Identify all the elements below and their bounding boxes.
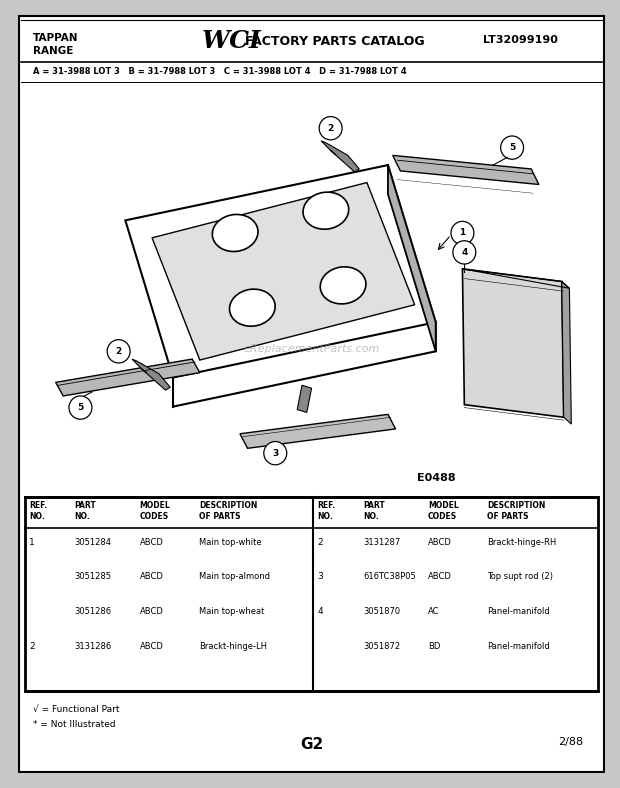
Polygon shape (152, 183, 415, 360)
Text: MODEL
CODES: MODEL CODES (140, 500, 170, 521)
Text: Main top-almond: Main top-almond (199, 572, 270, 582)
Circle shape (264, 441, 286, 465)
Polygon shape (56, 359, 200, 396)
Text: RANGE: RANGE (33, 46, 73, 56)
Text: 3131286: 3131286 (75, 642, 112, 652)
Polygon shape (392, 155, 539, 184)
Text: 3051870: 3051870 (363, 608, 401, 616)
Polygon shape (562, 281, 571, 424)
Ellipse shape (229, 289, 275, 326)
Text: 1: 1 (459, 229, 466, 237)
Circle shape (319, 117, 342, 139)
Text: TAPPAN: TAPPAN (33, 33, 78, 43)
Text: 2: 2 (327, 124, 334, 132)
Text: 4: 4 (461, 248, 467, 257)
Text: 2/88: 2/88 (559, 738, 583, 747)
Polygon shape (463, 269, 564, 418)
Text: 4: 4 (317, 608, 323, 616)
Text: DESCRIPTION
OF PARTS: DESCRIPTION OF PARTS (199, 500, 257, 521)
Circle shape (69, 396, 92, 419)
Text: BD: BD (428, 642, 440, 652)
Text: ABCD: ABCD (140, 572, 164, 582)
Text: G2: G2 (300, 738, 323, 753)
Text: 5: 5 (78, 403, 84, 412)
Text: Panel-manifold: Panel-manifold (487, 642, 550, 652)
Text: 1: 1 (29, 537, 35, 547)
Text: Panel-manifold: Panel-manifold (487, 608, 550, 616)
Text: PART
NO.: PART NO. (75, 500, 97, 521)
Text: FACTORY PARTS CATALOG: FACTORY PARTS CATALOG (245, 35, 424, 48)
Text: 2: 2 (317, 537, 323, 547)
Polygon shape (125, 165, 436, 377)
Text: ABCD: ABCD (140, 608, 164, 616)
Circle shape (453, 241, 476, 264)
Ellipse shape (303, 192, 348, 229)
Ellipse shape (212, 214, 258, 251)
Text: 2: 2 (115, 347, 122, 356)
Text: 3051285: 3051285 (75, 572, 112, 582)
Text: 3051286: 3051286 (75, 608, 112, 616)
Text: Brackt-hinge-RH: Brackt-hinge-RH (487, 537, 557, 547)
Text: 2: 2 (29, 642, 35, 652)
Polygon shape (388, 165, 436, 351)
Text: 3: 3 (317, 572, 323, 582)
Text: Main top-white: Main top-white (199, 537, 262, 547)
Polygon shape (132, 359, 171, 390)
Ellipse shape (320, 267, 366, 304)
Circle shape (107, 340, 130, 363)
Text: DESCRIPTION
OF PARTS: DESCRIPTION OF PARTS (487, 500, 546, 521)
Text: √ = Functional Part: √ = Functional Part (33, 705, 119, 715)
Text: ABCD: ABCD (428, 572, 452, 582)
Text: ABCD: ABCD (140, 642, 164, 652)
Circle shape (451, 221, 474, 244)
Text: 5: 5 (509, 143, 515, 152)
Circle shape (500, 136, 523, 159)
Text: E0488: E0488 (417, 473, 455, 482)
Text: * = Not Illustrated: * = Not Illustrated (33, 720, 115, 729)
Text: REF.
NO.: REF. NO. (29, 500, 47, 521)
Text: LT32099190: LT32099190 (484, 35, 559, 45)
Text: AC: AC (428, 608, 440, 616)
Polygon shape (297, 385, 312, 412)
Text: Main top-wheat: Main top-wheat (199, 608, 264, 616)
Text: A = 31-3988 LOT 3   B = 31-7988 LOT 3   C = 31-3988 LOT 4   D = 31-7988 LOT 4: A = 31-3988 LOT 3 B = 31-7988 LOT 3 C = … (33, 67, 406, 76)
Text: 616TC38P05: 616TC38P05 (363, 572, 416, 582)
Text: 3051872: 3051872 (363, 642, 401, 652)
Text: ABCD: ABCD (428, 537, 452, 547)
Text: Brackt-hinge-LH: Brackt-hinge-LH (199, 642, 267, 652)
Text: eReplacementParts.com: eReplacementParts.com (244, 344, 379, 355)
Text: 3051284: 3051284 (75, 537, 112, 547)
Text: MODEL
CODES: MODEL CODES (428, 500, 459, 521)
Polygon shape (321, 141, 360, 172)
Polygon shape (240, 414, 396, 448)
Text: 3131287: 3131287 (363, 537, 401, 547)
Text: REF.
NO.: REF. NO. (317, 500, 335, 521)
Text: Top supt rod (2): Top supt rod (2) (487, 572, 553, 582)
Text: 3: 3 (272, 448, 278, 458)
Text: PART
NO.: PART NO. (363, 500, 385, 521)
Text: WCI: WCI (202, 29, 262, 54)
Text: ABCD: ABCD (140, 537, 164, 547)
